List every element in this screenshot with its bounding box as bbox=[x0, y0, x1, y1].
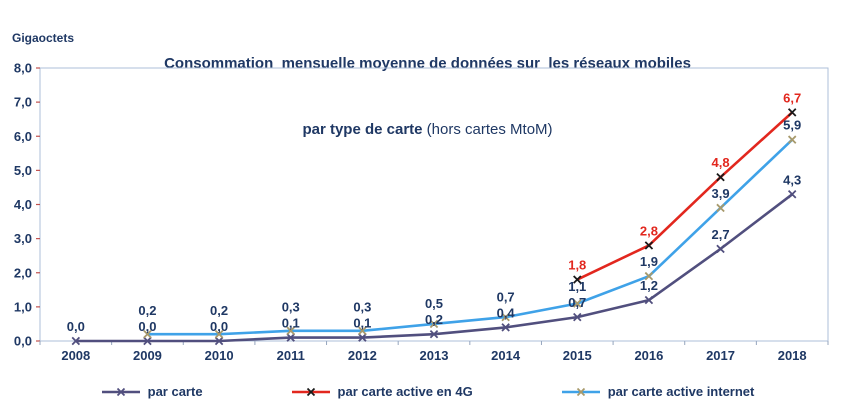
marker-x bbox=[644, 295, 654, 305]
x-tick-label: 2014 bbox=[491, 348, 521, 363]
data-label: 0,7 bbox=[497, 289, 515, 304]
marker-x bbox=[501, 312, 510, 322]
data-label: 2,8 bbox=[640, 223, 658, 238]
data-label: 4,3 bbox=[783, 172, 801, 187]
x-tick-label: 2018 bbox=[778, 348, 807, 363]
y-axis-title: Gigaoctets bbox=[12, 31, 75, 45]
marker-x bbox=[358, 333, 367, 342]
chart-title-line2: par type de carte (hors cartes MtoM) bbox=[0, 119, 855, 141]
y-tick-label: 4,0 bbox=[14, 197, 32, 212]
data-label: 1,1 bbox=[568, 279, 586, 294]
x-tick-label: 2015 bbox=[563, 348, 592, 363]
data-label: 0,2 bbox=[210, 303, 228, 318]
legend-marker-x bbox=[116, 387, 125, 396]
legend-item-1: par carte bbox=[101, 384, 203, 399]
marker-x bbox=[429, 329, 439, 339]
data-label: 0,1 bbox=[282, 316, 300, 331]
data-label: 6,7 bbox=[783, 90, 801, 105]
x-tick-label: 2010 bbox=[205, 348, 234, 363]
marker-x bbox=[71, 336, 81, 346]
marker-x bbox=[143, 336, 152, 346]
y-tick-label: 6,0 bbox=[14, 129, 32, 144]
legend-item-3: par carte active internet bbox=[561, 384, 755, 399]
legend-label: par carte bbox=[147, 384, 203, 399]
x-tick-label: 2011 bbox=[277, 348, 305, 363]
data-label: 0,1 bbox=[353, 316, 371, 331]
data-label: 0,2 bbox=[425, 312, 443, 327]
marker-x bbox=[573, 299, 582, 308]
legend-key-2 bbox=[291, 387, 330, 396]
data-label: 2,7 bbox=[712, 227, 730, 242]
marker-x bbox=[573, 312, 582, 322]
x-tick-label: 2009 bbox=[133, 348, 162, 363]
marker-x bbox=[358, 326, 367, 335]
marker-x bbox=[286, 333, 295, 342]
marker-x bbox=[716, 203, 725, 213]
x-tick-label: 2016 bbox=[634, 348, 663, 363]
series-2 bbox=[573, 108, 797, 284]
chart-title-line2-bold: par type de carte bbox=[302, 121, 423, 138]
legend-label: par carte active internet bbox=[607, 384, 755, 399]
series-line bbox=[147, 138, 794, 336]
marker-x bbox=[501, 323, 510, 332]
x-tick-label: 2013 bbox=[420, 348, 449, 363]
data-label: 0,5 bbox=[425, 296, 443, 311]
marker-x bbox=[214, 329, 224, 339]
y-tick-label: 1,0 bbox=[14, 299, 32, 314]
legend-marker-x bbox=[576, 387, 585, 396]
legend-label: par carte active en 4G bbox=[337, 384, 473, 399]
data-label: 0,3 bbox=[282, 300, 300, 315]
series-1 bbox=[71, 190, 797, 346]
x-axis: 2008 2009 2010 2011 2012 2013 2014 2015 2016 2017… bbox=[39, 341, 829, 363]
series-line bbox=[576, 111, 794, 281]
data-label: 0,0 bbox=[210, 319, 228, 334]
marker-x bbox=[787, 135, 797, 144]
x-tick-label: 2008 bbox=[61, 348, 90, 363]
legend-key-3 bbox=[561, 387, 600, 396]
marker-x bbox=[429, 319, 439, 329]
y-tick-label: 5,0 bbox=[14, 163, 32, 178]
chart-title-line2-rest: (hors cartes MtoM) bbox=[422, 121, 553, 138]
marker-x bbox=[716, 172, 725, 182]
data-label: 0,2 bbox=[138, 303, 156, 318]
data-label: 0,0 bbox=[67, 319, 85, 334]
marker-x bbox=[143, 329, 152, 339]
marker-x bbox=[644, 241, 654, 250]
marker-x bbox=[787, 190, 797, 199]
marker-x bbox=[716, 244, 725, 254]
y-tick-label: 7,0 bbox=[14, 95, 32, 110]
data-label: 1,9 bbox=[640, 254, 658, 269]
y-tick-label: 2,0 bbox=[14, 265, 32, 280]
legend: par carte par carte active en 4G par carte… bbox=[0, 384, 855, 399]
y-tick-label: 8,0 bbox=[14, 62, 32, 76]
data-labels: 0,0 0,00,20,00,20,10,30,10,30,20,50,40,7 0… bbox=[67, 90, 801, 334]
x-tick-label: 2017 bbox=[706, 348, 735, 363]
data-label: 1,2 bbox=[640, 278, 658, 293]
series-3 bbox=[143, 135, 797, 339]
data-label: 4,8 bbox=[712, 155, 730, 170]
marker-x bbox=[787, 108, 797, 117]
legend-key-1 bbox=[101, 387, 140, 396]
data-label: 0,0 bbox=[138, 319, 156, 334]
data-label: 1,8 bbox=[568, 258, 586, 273]
y-axis: 0,0 1,0 2,0 3,0 4,0 5,0 6,0 7,0 8,0 bbox=[14, 62, 40, 349]
legend-item-2: par carte active en 4G bbox=[291, 384, 473, 399]
legend-marker-x bbox=[306, 387, 315, 396]
data-label: 0,4 bbox=[497, 305, 516, 320]
marker-x bbox=[644, 271, 654, 281]
marker-x bbox=[573, 275, 582, 284]
marker-x bbox=[286, 326, 295, 335]
marker-x bbox=[214, 336, 224, 346]
y-tick-label: 0,0 bbox=[14, 334, 32, 349]
x-tick-label: 2012 bbox=[348, 348, 377, 363]
data-label: 5,9 bbox=[783, 118, 801, 133]
data-label: 0,3 bbox=[353, 300, 371, 315]
y-tick-label: 3,0 bbox=[14, 231, 32, 246]
data-label: 3,9 bbox=[712, 186, 730, 201]
data-label: 0,7 bbox=[568, 295, 586, 310]
